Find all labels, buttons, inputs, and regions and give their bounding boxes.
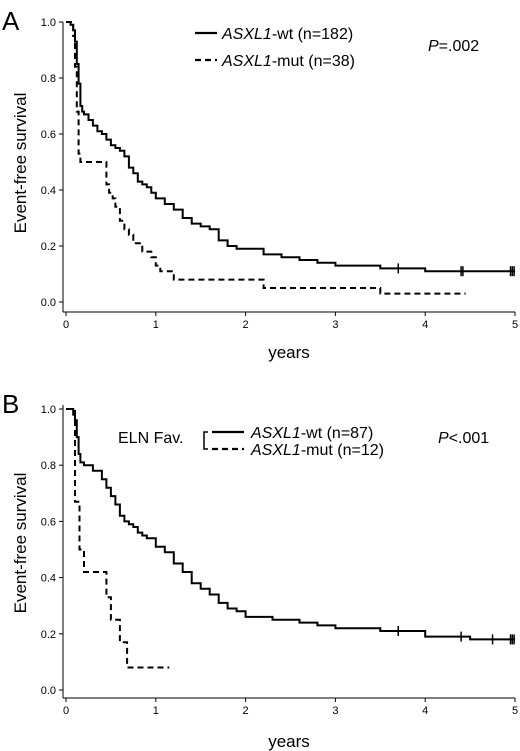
panel-label: B [2, 389, 19, 419]
y-tick-label: 0.4 [41, 573, 56, 585]
y-tick-label: 1.0 [41, 17, 56, 29]
y-axis-label: Event-free survival [11, 93, 30, 234]
series-curve-mut [66, 408, 170, 669]
panel-b: B Event-free survival years 0.0 0.2 0.4 0.6… [2, 389, 518, 751]
y-axis-label: Event-free survival [11, 473, 30, 614]
p-value: P<.001 [438, 430, 489, 447]
series-curve-mut [66, 21, 466, 295]
y-tick-label: 0.4 [41, 185, 56, 197]
y-tick-label: 0.6 [41, 129, 56, 141]
x-tick-label: 3 [332, 319, 338, 331]
y-tick-label: 0.2 [41, 241, 56, 253]
x-tick-label: 2 [243, 319, 249, 331]
x-tick-label: 0 [63, 705, 69, 717]
x-tick-label: 0 [63, 319, 69, 331]
x-tick-label: 1 [153, 319, 159, 331]
y-tick-label: 0.8 [41, 73, 56, 85]
y-tick-label: 1.0 [41, 404, 56, 416]
x-axis-label: years [268, 343, 310, 362]
y-tick-label: 0.0 [41, 685, 56, 697]
x-tick-label: 4 [422, 705, 428, 717]
legend: ELN Fav. ASXL1-wt (n=87) ASXL1-mut (n=12… [118, 425, 384, 459]
series-curve-wt [66, 21, 515, 273]
group-label: ELN Fav. [118, 430, 184, 447]
series-curve-wt [66, 408, 515, 641]
y-tick-label: 0.6 [41, 516, 56, 528]
x-tick-label: 2 [243, 705, 249, 717]
legend-entry-mut: ASXL1-mut (n=38) [221, 53, 355, 70]
legend: ASXL1-wt (n=182) ASXL1-mut (n=38) [195, 26, 355, 70]
panel-a: A Event-free survival years 0.0 0.2 0.4 0.6… [2, 6, 518, 362]
y-tick-label: 0.0 [41, 297, 56, 309]
legend-entry-wt: ASXL1-wt (n=182) [221, 26, 353, 43]
x-tick-label: 3 [332, 705, 338, 717]
panel-label: A [2, 6, 20, 36]
p-value: P=.002 [428, 38, 479, 55]
legend-entry-wt: ASXL1-wt (n=87) [250, 425, 373, 442]
legend-bracket [203, 431, 208, 450]
x-axis-label: years [268, 732, 310, 751]
x-tick-label: 5 [512, 319, 518, 331]
x-tick-label: 4 [422, 319, 428, 331]
y-tick-label: 0.2 [41, 629, 56, 641]
x-tick-label: 1 [153, 705, 159, 717]
y-tick-label: 0.8 [41, 460, 56, 472]
legend-entry-mut: ASXL1-mut (n=12) [250, 442, 384, 459]
x-tick-label: 5 [512, 705, 518, 717]
